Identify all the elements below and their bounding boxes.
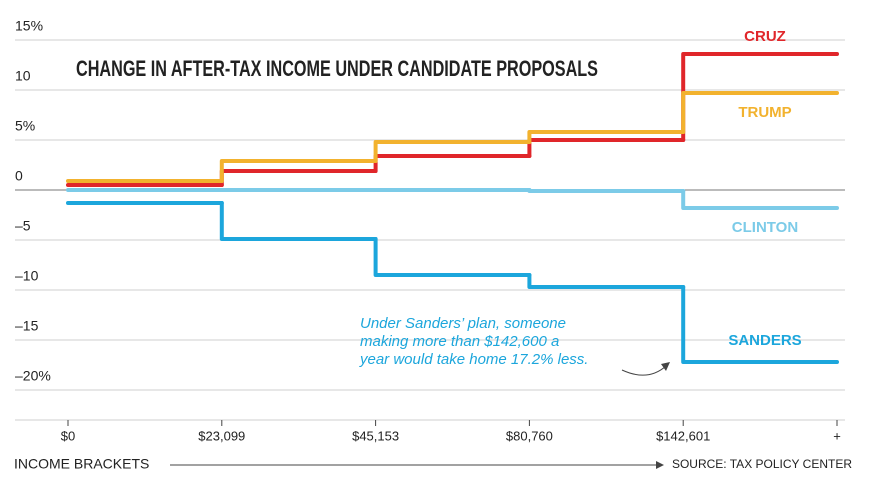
step-segment (219, 159, 378, 183)
y-tick-label: 15% (15, 18, 43, 34)
x-tick-label: $80,760 (506, 428, 553, 443)
y-tick-label: 10 (15, 68, 31, 84)
y-tick-label: 5% (15, 118, 35, 134)
step-segment (373, 140, 532, 163)
series-label: CLINTON (732, 219, 798, 236)
annotation-arrow (621, 365, 667, 376)
x-tick-label: $0 (61, 428, 75, 443)
series-label: TRUMP (738, 104, 791, 121)
x-tick-label: $142,601 (656, 428, 710, 443)
step-segment (681, 189, 839, 210)
step-segment (527, 138, 686, 158)
step-segment (373, 237, 532, 277)
axis-arrow-head (656, 461, 664, 469)
annotation: year would take home 17.2% less. (359, 351, 588, 368)
annotation: making more than $142,600 a (360, 333, 559, 350)
series-label: CRUZ (744, 28, 786, 45)
y-tick-label: –15 (15, 318, 39, 334)
y-tick-label: –5 (15, 218, 31, 234)
step-segment (681, 52, 839, 142)
x-tick-label: + (833, 428, 841, 443)
y-tick-label: –10 (15, 268, 39, 284)
y-tick-label: –20% (15, 368, 51, 384)
x-tick-label: $45,153 (352, 428, 399, 443)
x-axis-label: INCOME BRACKETS (14, 456, 149, 472)
y-tick-label: 0 (15, 168, 23, 184)
source: SOURCE: TAX POLICY CENTER (672, 457, 852, 471)
step-segment (373, 154, 532, 173)
step-segment (681, 91, 839, 134)
series-label: SANDERS (728, 332, 801, 349)
step-segment (527, 273, 686, 289)
step-segment (527, 188, 686, 193)
step-segment (219, 169, 378, 187)
annotation: Under Sanders’ plan, someone (360, 315, 566, 332)
annotation-arrow-head (661, 362, 670, 371)
chart-title: CHANGE IN AFTER-TAX INCOME UNDER CANDIDA… (76, 56, 598, 81)
step-segment (219, 201, 378, 241)
step-segment (527, 130, 686, 144)
step-segment (681, 285, 839, 364)
x-tick-label: $23,099 (198, 428, 245, 443)
